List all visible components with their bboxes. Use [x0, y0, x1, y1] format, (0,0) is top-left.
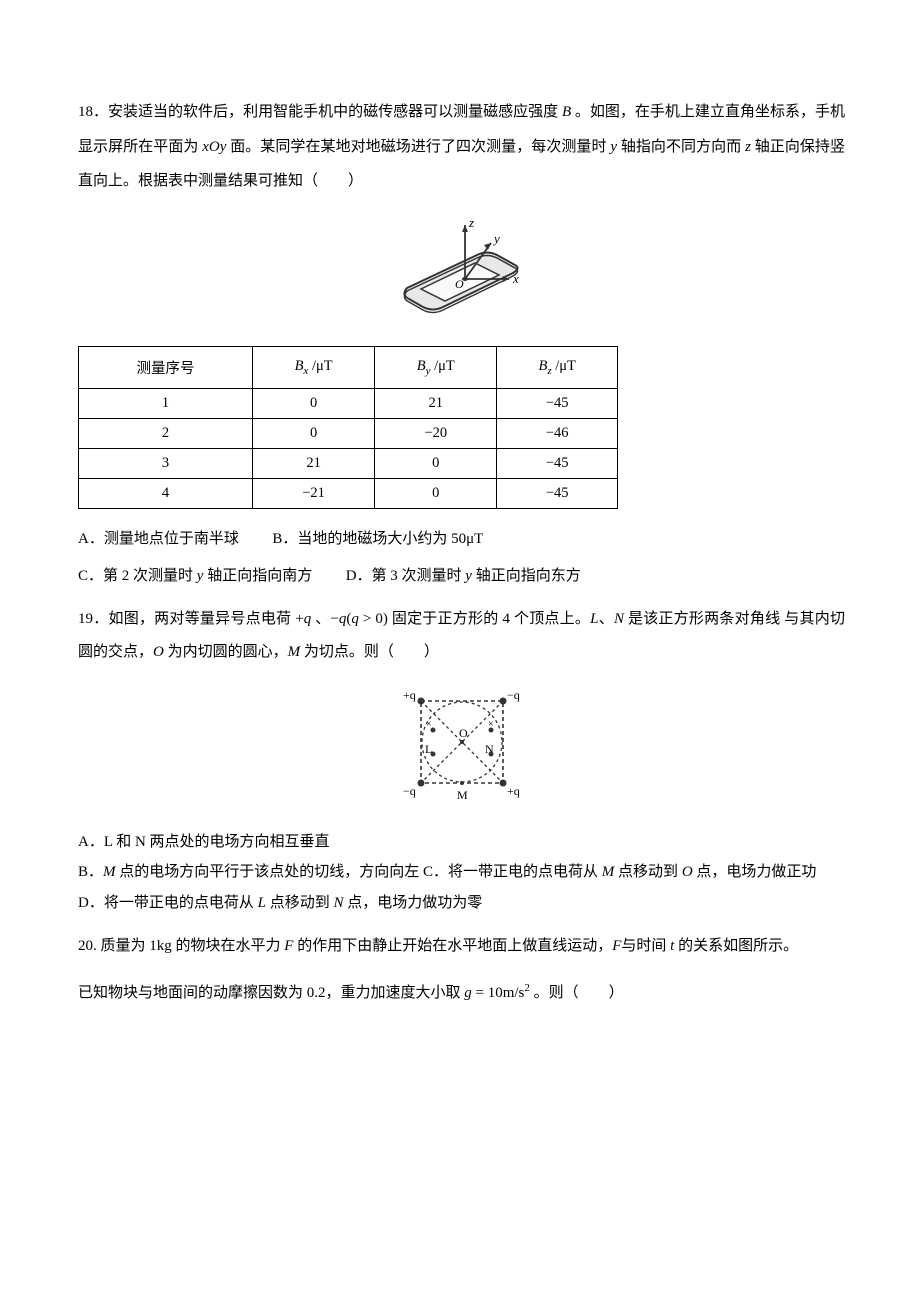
q18-opt-a: A．测量地点位于南半球 — [78, 531, 239, 547]
col-header-bx: Bx /μT — [253, 346, 375, 388]
cell: −46 — [497, 418, 618, 448]
cell: 0 — [375, 448, 497, 478]
col-header-bz: Bz /μT — [497, 346, 618, 388]
svg-text:O: O — [455, 277, 464, 291]
svg-text:+q: +q — [507, 784, 520, 798]
svg-text:x: x — [512, 271, 519, 286]
cell: −45 — [497, 388, 618, 418]
cell: −45 — [497, 478, 618, 508]
q18-figure: O x y z — [78, 213, 845, 328]
q19-opt-a: A．L 和 N 两点处的电场方向相互垂直 — [78, 827, 845, 858]
q18-intro-text: 18．安装适当的软件后，利用智能手机中的磁传感器可以测量磁感应强度 B 。如图，… — [78, 95, 845, 199]
q19-opts-bcd: B．M 点的电场方向平行于该点处的切线，方向向左 C．将一带正电的点电荷从 M … — [78, 857, 845, 919]
table-header-row: 测量序号 Bx /μT By /μT Bz /μT — [79, 346, 618, 388]
cell: −20 — [375, 418, 497, 448]
charge-svg: +q −q −q +q L O N M × × — [397, 683, 527, 809]
q18-opt-b: B．当地的地磁场大小约为 50μT — [272, 531, 483, 547]
cell: −21 — [253, 478, 375, 508]
cell: 3 — [79, 448, 253, 478]
cell: 21 — [375, 388, 497, 418]
q18-options-row2: C．第 2 次测量时 y 轴正向指向南方 D．第 3 次测量时 y 轴正向指向东… — [78, 560, 845, 593]
q19-text: 19．如图，两对等量异号点电荷 +q 、−q(q > 0) 固定于正方形的 4 … — [78, 611, 845, 660]
cell: 2 — [79, 418, 253, 448]
svg-text:O: O — [459, 726, 468, 740]
svg-text:y: y — [492, 231, 500, 246]
svg-text:M: M — [457, 788, 468, 802]
svg-text:−q: −q — [507, 688, 520, 702]
q20-text1: 20. 质量为 1kg 的物块在水平力 F 的作用下由静止开始在水平地面上做直线… — [78, 938, 798, 954]
table-row: 1 0 21 −45 — [79, 388, 618, 418]
svg-text:z: z — [468, 215, 474, 230]
phone-svg: O x y z — [397, 213, 527, 328]
q19-opt-b: B．M 点的电场方向平行于该点处的切线，方向向左 — [78, 864, 419, 880]
q19-options: A．L 和 N 两点处的电场方向相互垂直 B．M 点的电场方向平行于该点处的切线… — [78, 827, 845, 919]
q19-figure: +q −q −q +q L O N M × × — [78, 683, 845, 809]
cell: 21 — [253, 448, 375, 478]
q19-opt-d: D．将一带正电的点电荷从 L 点移动到 N 点，电场力做功为零 — [78, 895, 482, 911]
table-row: 3 21 0 −45 — [79, 448, 618, 478]
q18-text: 18．安装适当的软件后，利用智能手机中的磁传感器可以测量磁感应强度 B 。如图，… — [78, 104, 845, 189]
cell: 0 — [253, 418, 375, 448]
cell: 1 — [79, 388, 253, 418]
q18-table: 测量序号 Bx /μT By /μT Bz /μT 1 0 21 −45 2 0… — [78, 346, 618, 509]
q20-text2: 已知物块与地面间的动摩擦因数为 0.2，重力加速度大小取 g = 10m/s2 … — [78, 985, 624, 1001]
table-row: 2 0 −20 −46 — [79, 418, 618, 448]
q20-line1: 20. 质量为 1kg 的物块在水平力 F 的作用下由静止开始在水平地面上做直线… — [78, 929, 845, 964]
table-row: 4 −21 0 −45 — [79, 478, 618, 508]
cell: 0 — [375, 478, 497, 508]
svg-text:×: × — [488, 719, 494, 730]
q20-line2: 已知物块与地面间的动摩擦因数为 0.2，重力加速度大小取 g = 10m/s2 … — [78, 977, 845, 1008]
q19-intro-text: 19．如图，两对等量异号点电荷 +q 、−q(q > 0) 固定于正方形的 4 … — [78, 603, 845, 669]
svg-text:−q: −q — [403, 784, 416, 798]
cell: 4 — [79, 478, 253, 508]
q18-opt-d: D．第 3 次测量时 y 轴正向指向东方 — [346, 568, 581, 584]
q18-options-row1: A．测量地点位于南半球 B．当地的地磁场大小约为 50μT — [78, 523, 845, 556]
svg-text:+q: +q — [403, 688, 416, 702]
col-header-seq: 测量序号 — [79, 346, 253, 388]
q18-opt-c: C．第 2 次测量时 y 轴正向指向南方 — [78, 568, 312, 584]
q19-opt-c: C．将一带正电的点电荷从 M 点移动到 O 点，电场力做正功 — [423, 864, 816, 880]
cell: −45 — [497, 448, 618, 478]
col-header-by: By /μT — [375, 346, 497, 388]
cell: 0 — [253, 388, 375, 418]
svg-text:×: × — [426, 719, 432, 730]
